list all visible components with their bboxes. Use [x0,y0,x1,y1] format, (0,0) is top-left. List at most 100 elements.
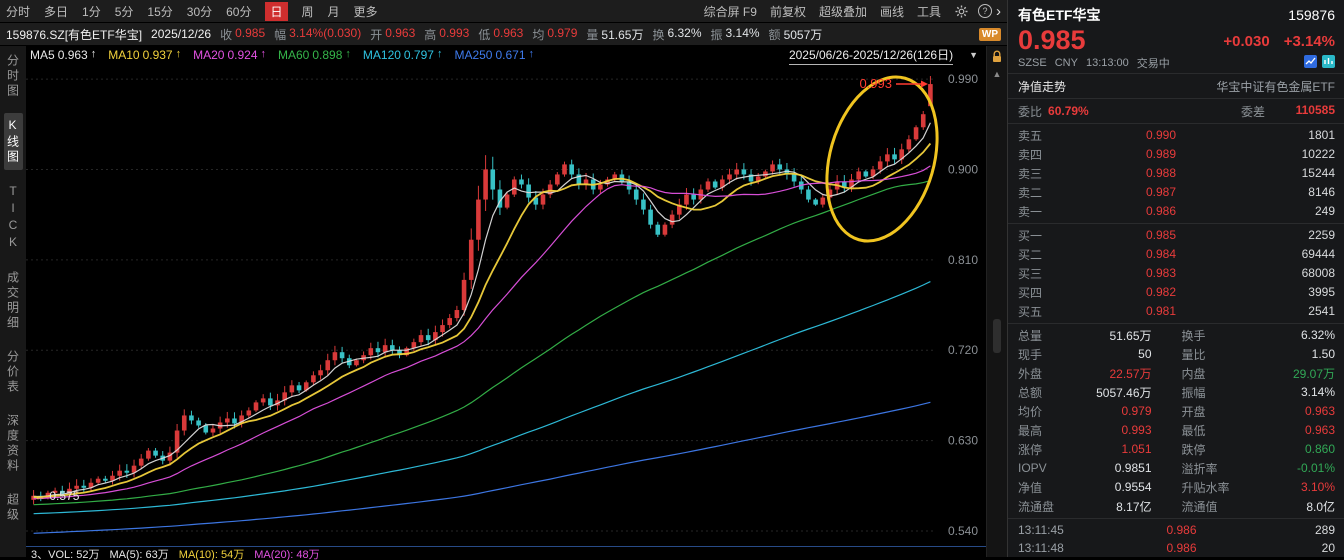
info-field-value: 0.993 [439,25,470,40]
ma-legend-item: MA120 0.797 ↑ [363,48,443,62]
info-field-label: 收 [220,27,233,42]
ask-row[interactable]: 卖一 0.986 249 [1008,202,1344,221]
divider [1008,122,1344,124]
tick-row[interactable]: 13:11:48 0.986 20 [1008,539,1344,557]
ask-price: 0.987 [1145,185,1176,200]
stat-label: 均价 [1018,404,1043,419]
ask-volume: 8146 [1308,185,1335,200]
info-field: 换 6.32% [652,26,701,43]
info-field-label: 均 [532,27,545,42]
kline-chart[interactable]: 0.990 0.900 0.810 0.720 0.630 0.540 0.993 ← 0.5… [26,64,986,546]
collapse-icon[interactable]: ▼ [969,50,978,60]
help-icon[interactable]: ? [978,4,992,18]
divider [1008,73,1344,75]
ask-volume: 15244 [1301,166,1335,181]
wp-badge-icon[interactable]: WP [978,27,1001,41]
period-tab[interactable]: 1分 [82,4,101,19]
scroll-up-icon[interactable]: ▲ [992,69,1002,79]
ma-trend-arrow-icon: ↑ [345,48,351,60]
info-field: 高 0.993 [424,26,469,43]
sidebar-item[interactable]: 成交明细 [5,271,20,331]
ask-row[interactable]: 卖二 0.987 8146 [1008,183,1344,202]
scrollbar-thumb[interactable] [993,319,1001,353]
ma-value: 0.963 [57,48,88,62]
ask-row[interactable]: 卖三 0.988 15244 [1008,164,1344,183]
bid-row[interactable]: 买五 0.981 2541 [1008,302,1344,321]
period-tab[interactable]: 多日 [44,4,69,19]
tick-row[interactable]: 13:11:45 0.986 289 [1008,521,1344,539]
svg-text:0.900: 0.900 [948,162,978,176]
period-tab[interactable]: 分时 [6,4,31,19]
stat-row: IOPV 0.9851 溢折率 -0.01% [1008,459,1344,478]
toolbar-tool[interactable]: 工具 [916,4,941,19]
svg-text:0.993: 0.993 [859,76,892,91]
sidebar-item[interactable]: K线图 [3,113,23,170]
weibi-value: 60.79% [1048,104,1089,119]
period-tab[interactable]: 5分 [114,4,134,19]
toolbar-tool[interactable]: 前复权 [769,4,806,19]
toolbar-more-chevron-icon[interactable]: › [996,2,1001,20]
tick-time: 13:11:45 [1018,522,1064,537]
bid-price: 0.985 [1145,228,1176,243]
period-tab[interactable]: 更多 [353,4,378,19]
exchange-label: SZSE [1018,56,1047,69]
bid-level-label: 买五 [1018,304,1043,319]
bid-row[interactable]: 买二 0.984 69444 [1008,245,1344,264]
volume-pane-header[interactable]: 3、 VOL: 52万 MA(5): 63万 MA(10): 54万 MA(20… [26,546,986,560]
stat-row: 现手 50 量比 1.50 [1008,345,1344,364]
ma-label: MA20 [193,48,225,62]
ask-volume: 1801 [1308,128,1335,143]
fund-full-name: 华宝中证有色金属ETF [1216,79,1335,94]
bid-level-label: 买四 [1018,285,1043,300]
info-field-label: 高 [424,27,437,42]
date-range-link[interactable]: 2025/06/26-2025/12/26(126日) [788,46,954,65]
bid-row[interactable]: 买三 0.983 68008 [1008,264,1344,283]
ask-row[interactable]: 卖四 0.989 10222 [1008,145,1344,164]
info-field: 收 0.985 [220,26,265,43]
ask-row[interactable]: 卖五 0.990 1801 [1008,126,1344,145]
info-field-value: 0.963 [493,25,524,40]
period-tab[interactable]: 月 [327,4,340,19]
ma-value: 0.898 [312,48,343,62]
ask-level-label: 卖二 [1018,185,1043,200]
bid-price: 0.984 [1145,247,1176,262]
stat-value: 22.57万 [1109,366,1152,381]
lock-icon[interactable] [991,50,1003,66]
tick-time: 13:11:48 [1018,540,1064,555]
toolbar-tool[interactable]: 画线 [879,4,904,19]
mini-chart-icon[interactable] [1304,54,1317,71]
sidebar-item[interactable]: 深度资料 [5,414,20,474]
stat-row: 外盘 22.57万 内盘 29.07万 [1008,364,1344,383]
info-field-value: 5057万 [783,27,823,42]
toolbar-tool[interactable]: 综合屏 F9 [703,4,757,19]
period-tab[interactable]: 周 [301,4,314,19]
chart-column: MA5 0.963 ↑ MA10 0.937 ↑ MA20 0.924 ↑ [26,46,986,560]
info-field-label: 振 [710,27,723,42]
panel-settings-icon[interactable] [1322,54,1335,71]
period-tab[interactable]: 15分 [147,4,173,19]
sidebar-item[interactable]: 分价表 [5,350,20,395]
symbol-info-bar: 159876.SZ[有色ETF华宝] 2025/12/26 收 0.985 幅 … [0,23,1007,46]
toolbar-tool[interactable]: 超级叠加 [818,4,867,19]
period-tab[interactable]: 60分 [226,4,252,19]
ask-level-label: 卖一 [1018,204,1043,219]
last-price: 0.985 [1018,25,1086,56]
stat-label: 量比 [1181,347,1206,362]
nav-trend-link[interactable]: 净值走势 [1018,79,1067,94]
gear-icon[interactable] [954,4,968,18]
bid-row[interactable]: 买四 0.982 3995 [1008,283,1344,302]
svg-text:← 0.575: ← 0.575 [34,489,80,503]
weibi-label: 委比 [1018,104,1043,119]
stat-row: 最高 0.993 最低 0.963 [1008,421,1344,440]
stat-row: 均价 0.979 开盘 0.963 [1008,402,1344,421]
svg-text:0.540: 0.540 [948,524,978,538]
bid-row[interactable]: 买一 0.985 2259 [1008,226,1344,245]
sidebar-item[interactable]: 分时图 [5,54,20,99]
sidebar-item[interactable]: 超级 [5,493,20,523]
period-tab[interactable]: 30分 [186,4,213,19]
stat-label: 溢折率 [1181,461,1218,476]
sidebar-item[interactable]: TICK [6,184,20,252]
price-change-pct: +3.14% [1283,33,1335,51]
period-tab[interactable]: 日 [265,1,288,21]
ma-trend-arrow-icon: ↑ [175,48,182,60]
